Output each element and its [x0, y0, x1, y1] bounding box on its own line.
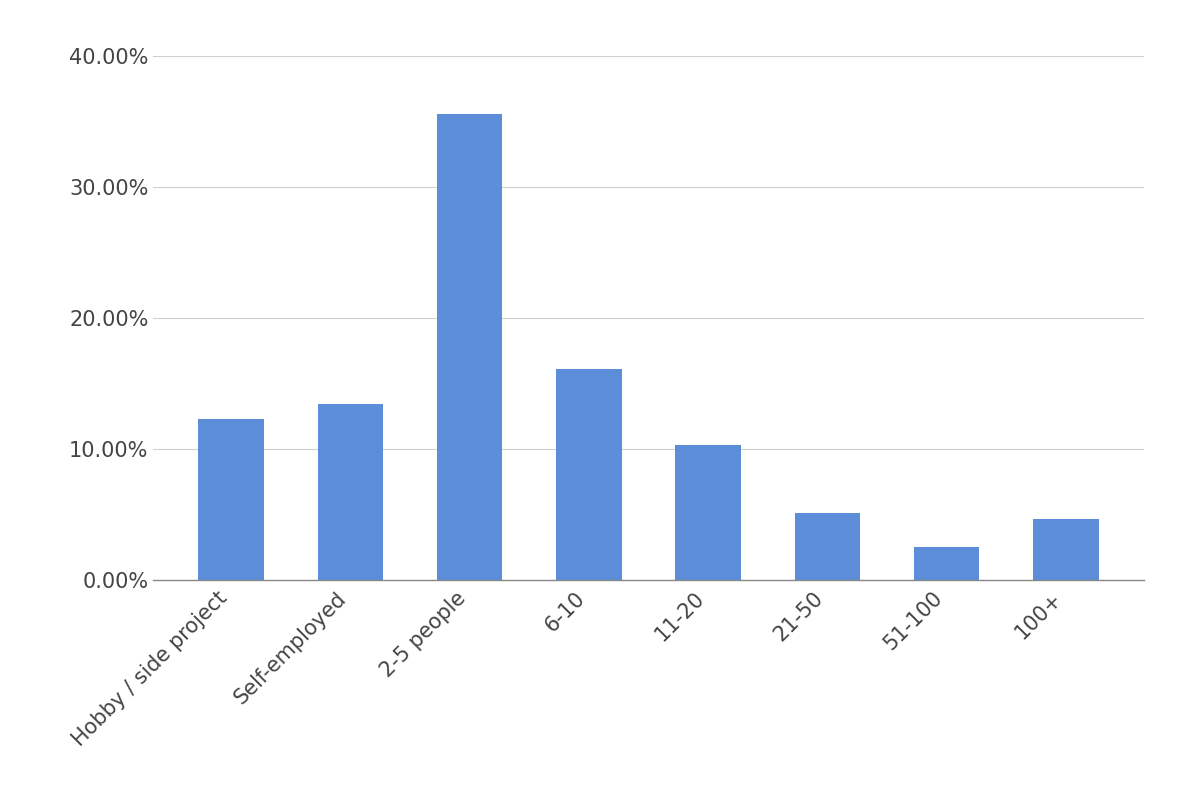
Bar: [436, 114, 502, 580]
Bar: [198, 419, 264, 580]
Bar: [676, 445, 740, 580]
Bar: [795, 513, 861, 580]
Bar: [556, 369, 621, 580]
Bar: [317, 404, 383, 580]
Bar: [914, 547, 980, 580]
Bar: [1033, 519, 1099, 580]
